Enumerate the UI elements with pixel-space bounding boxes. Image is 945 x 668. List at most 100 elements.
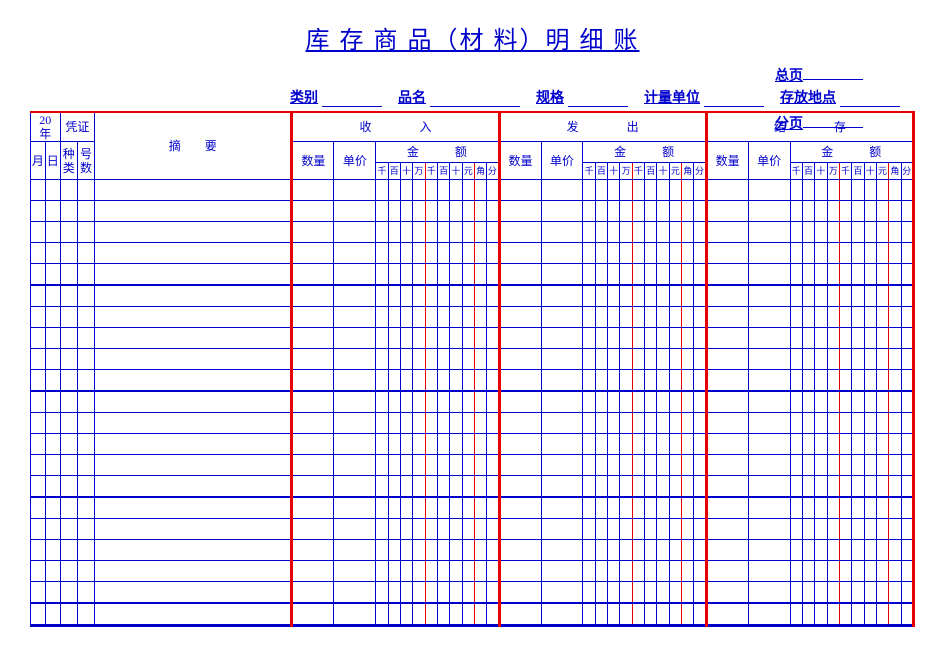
cell	[583, 264, 595, 286]
cell	[657, 540, 669, 561]
cell	[790, 476, 802, 498]
cell	[876, 307, 888, 328]
cell	[620, 328, 632, 349]
cell	[499, 455, 541, 476]
cell	[790, 243, 802, 264]
cell	[474, 243, 486, 264]
cell	[827, 413, 839, 434]
cell	[706, 285, 748, 307]
cell	[60, 222, 77, 243]
hdr-digit-1-8: 角	[682, 163, 694, 180]
cell	[645, 180, 657, 201]
cell	[77, 222, 94, 243]
cell	[31, 222, 46, 243]
cell	[95, 370, 292, 392]
cell	[292, 476, 334, 498]
cell	[450, 391, 462, 413]
cell	[901, 413, 913, 434]
cell	[839, 582, 851, 604]
cell	[541, 413, 583, 434]
cell	[595, 285, 607, 307]
cell	[864, 455, 876, 476]
cell	[487, 413, 499, 434]
cell	[827, 391, 839, 413]
cell	[400, 519, 412, 540]
cell	[437, 603, 449, 626]
cell	[474, 285, 486, 307]
cell	[95, 455, 292, 476]
cell	[292, 264, 334, 286]
cell	[450, 264, 462, 286]
cell	[31, 349, 46, 370]
cell	[864, 180, 876, 201]
cell	[706, 497, 748, 519]
cell	[499, 243, 541, 264]
cell	[790, 561, 802, 582]
cell	[450, 243, 462, 264]
cell	[583, 455, 595, 476]
cell	[95, 349, 292, 370]
cell	[901, 476, 913, 498]
cell	[657, 264, 669, 286]
cell	[376, 561, 388, 582]
cell	[645, 264, 657, 286]
cell	[334, 561, 376, 582]
cell	[815, 582, 827, 604]
cell	[499, 582, 541, 604]
cell	[45, 582, 60, 604]
cell	[852, 582, 864, 604]
cell	[583, 540, 595, 561]
total-page-blank	[803, 63, 863, 80]
cell	[292, 180, 334, 201]
cell	[474, 540, 486, 561]
cell	[595, 328, 607, 349]
cell	[901, 328, 913, 349]
cell	[790, 413, 802, 434]
cell	[60, 243, 77, 264]
cell	[425, 561, 437, 582]
cell	[474, 497, 486, 519]
cell	[413, 243, 425, 264]
cell	[802, 582, 814, 604]
cell	[852, 349, 864, 370]
cell	[60, 561, 77, 582]
cell	[425, 180, 437, 201]
cell	[388, 222, 400, 243]
cell	[827, 328, 839, 349]
cell	[462, 391, 474, 413]
cell	[669, 434, 681, 455]
cell	[450, 349, 462, 370]
field-spec: 规格	[536, 87, 564, 107]
cell	[487, 540, 499, 561]
cell	[815, 476, 827, 498]
cell	[474, 349, 486, 370]
cell	[657, 413, 669, 434]
cell	[802, 222, 814, 243]
cell	[706, 603, 748, 626]
cell	[499, 264, 541, 286]
cell	[376, 391, 388, 413]
cell	[839, 349, 851, 370]
cell	[60, 264, 77, 286]
cell	[583, 603, 595, 626]
cell	[400, 455, 412, 476]
cell	[839, 603, 851, 626]
hdr-digit-2-9: 分	[901, 163, 913, 180]
cell	[645, 497, 657, 519]
cell	[583, 180, 595, 201]
cell	[474, 519, 486, 540]
cell	[437, 264, 449, 286]
cell	[682, 434, 694, 455]
hdr-summary: 摘 要	[95, 112, 292, 180]
cell	[657, 328, 669, 349]
cell	[388, 285, 400, 307]
hdr-digit-1-5: 百	[645, 163, 657, 180]
cell	[864, 307, 876, 328]
cell	[77, 582, 94, 604]
cell	[499, 349, 541, 370]
cell	[450, 497, 462, 519]
cell	[95, 519, 292, 540]
cell	[645, 370, 657, 392]
cell	[682, 391, 694, 413]
cell	[95, 476, 292, 498]
